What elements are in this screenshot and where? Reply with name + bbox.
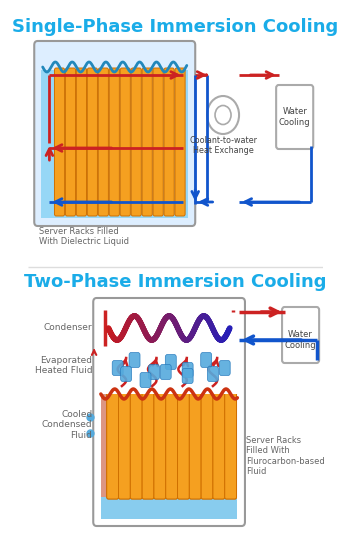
FancyBboxPatch shape <box>129 353 140 368</box>
FancyBboxPatch shape <box>160 365 171 380</box>
FancyBboxPatch shape <box>177 392 189 499</box>
Text: Server Racks Filled
With Dielectric Liquid: Server Racks Filled With Dielectric Liqu… <box>39 227 129 246</box>
Text: Cooled
Condensed
Fluid: Cooled Condensed Fluid <box>42 410 92 440</box>
FancyBboxPatch shape <box>276 85 313 149</box>
FancyBboxPatch shape <box>119 392 130 499</box>
FancyBboxPatch shape <box>182 363 193 377</box>
FancyBboxPatch shape <box>182 369 193 383</box>
Text: Water
Cooling: Water Cooling <box>285 330 316 350</box>
FancyBboxPatch shape <box>131 68 141 216</box>
FancyBboxPatch shape <box>121 366 132 381</box>
FancyBboxPatch shape <box>142 392 154 499</box>
FancyBboxPatch shape <box>225 392 237 499</box>
FancyBboxPatch shape <box>107 392 119 499</box>
FancyBboxPatch shape <box>154 392 166 499</box>
FancyBboxPatch shape <box>93 298 245 526</box>
FancyBboxPatch shape <box>166 392 177 499</box>
FancyBboxPatch shape <box>175 68 185 216</box>
FancyBboxPatch shape <box>153 68 163 216</box>
FancyBboxPatch shape <box>225 392 237 499</box>
FancyBboxPatch shape <box>201 353 212 368</box>
FancyBboxPatch shape <box>120 68 130 216</box>
Text: Water
Cooling: Water Cooling <box>279 107 310 127</box>
FancyBboxPatch shape <box>55 68 65 216</box>
FancyBboxPatch shape <box>119 392 130 499</box>
Text: Two-Phase Immersion Cooling: Two-Phase Immersion Cooling <box>24 273 326 291</box>
FancyBboxPatch shape <box>219 360 230 375</box>
FancyBboxPatch shape <box>112 360 123 375</box>
Bar <box>101 497 237 519</box>
FancyBboxPatch shape <box>201 392 213 499</box>
FancyBboxPatch shape <box>130 392 142 499</box>
FancyBboxPatch shape <box>130 392 142 499</box>
FancyBboxPatch shape <box>107 392 119 499</box>
Bar <box>101 346 237 394</box>
Text: Coolant-to-water
Heat Exchange: Coolant-to-water Heat Exchange <box>189 136 257 155</box>
FancyBboxPatch shape <box>34 41 195 226</box>
FancyBboxPatch shape <box>189 392 201 499</box>
FancyBboxPatch shape <box>282 307 319 363</box>
FancyBboxPatch shape <box>76 68 86 216</box>
FancyBboxPatch shape <box>142 68 152 216</box>
Bar <box>101 392 237 497</box>
FancyBboxPatch shape <box>164 68 174 216</box>
FancyBboxPatch shape <box>189 392 201 499</box>
Text: Condenser: Condenser <box>44 323 92 332</box>
FancyBboxPatch shape <box>165 354 176 370</box>
FancyBboxPatch shape <box>88 68 97 216</box>
Text: Server Racks
Filled With
Flurocarbon-based
Fluid: Server Racks Filled With Flurocarbon-bas… <box>246 436 324 476</box>
Circle shape <box>207 96 239 134</box>
FancyBboxPatch shape <box>65 68 76 216</box>
FancyBboxPatch shape <box>208 366 218 381</box>
FancyBboxPatch shape <box>154 392 166 499</box>
FancyBboxPatch shape <box>148 365 159 380</box>
FancyBboxPatch shape <box>201 392 213 499</box>
FancyBboxPatch shape <box>213 392 225 499</box>
Text: Evaporated
Heated Fluid: Evaporated Heated Fluid <box>35 356 92 375</box>
FancyBboxPatch shape <box>109 68 119 216</box>
Text: Single-Phase Immersion Cooling: Single-Phase Immersion Cooling <box>12 18 338 36</box>
FancyBboxPatch shape <box>142 392 154 499</box>
FancyBboxPatch shape <box>177 392 189 499</box>
Bar <box>41 70 189 218</box>
FancyBboxPatch shape <box>213 392 225 499</box>
FancyBboxPatch shape <box>98 68 108 216</box>
FancyBboxPatch shape <box>140 372 151 387</box>
FancyBboxPatch shape <box>166 392 177 499</box>
